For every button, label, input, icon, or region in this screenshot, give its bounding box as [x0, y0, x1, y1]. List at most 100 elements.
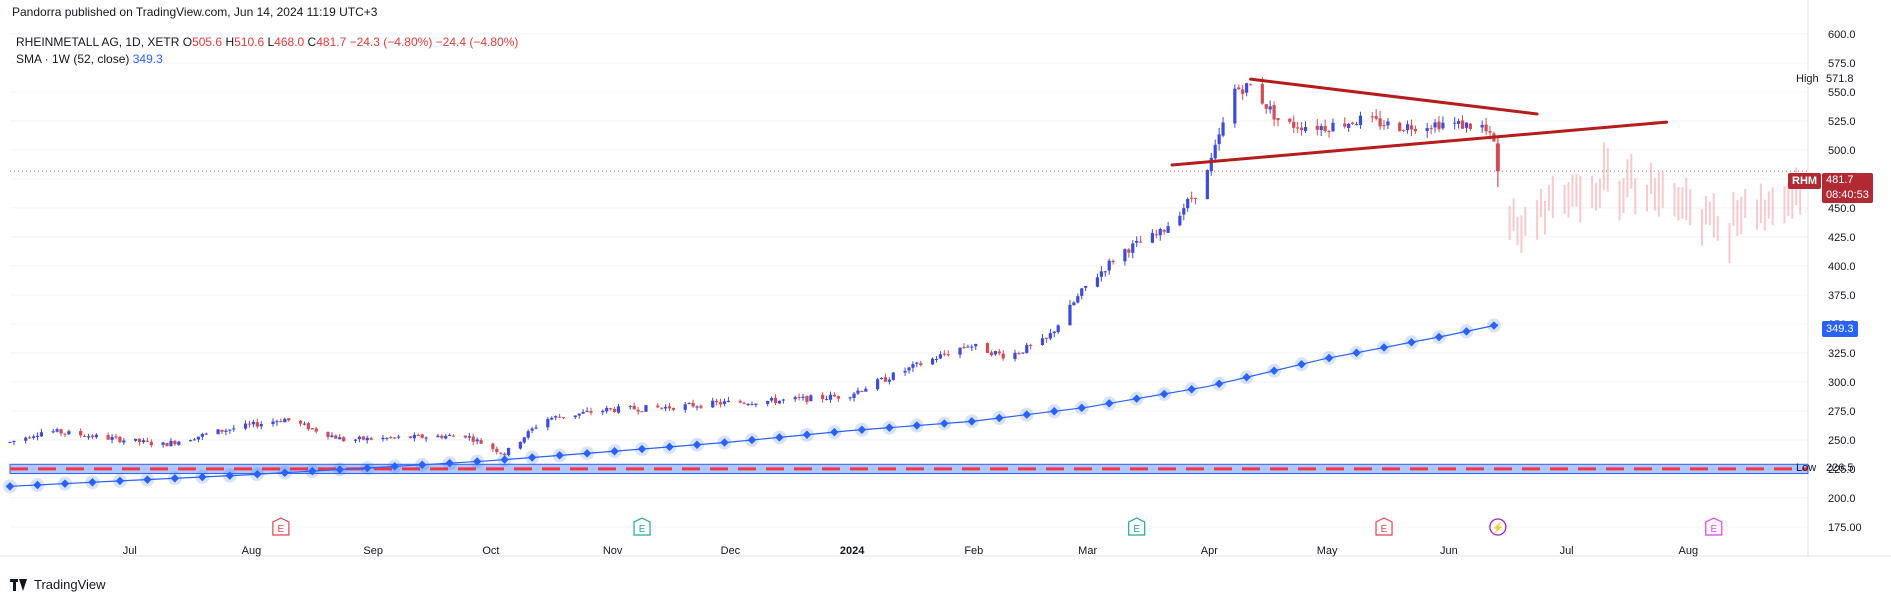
candle-body [1107, 260, 1111, 271]
event-markers: E E E E ⚡ E [272, 517, 1723, 536]
candle-body [848, 397, 852, 399]
candle-body [1331, 122, 1335, 132]
candle-body [1433, 122, 1437, 128]
candle-body [554, 416, 558, 418]
candle-body [499, 452, 503, 454]
candle-body [962, 346, 966, 348]
sma-diamond [720, 438, 729, 447]
price-tick-label: 275.0 [1828, 406, 1856, 418]
candle-body [255, 422, 259, 427]
candle-body [518, 441, 522, 449]
candle-body [357, 436, 361, 439]
sma-label[interactable]: SMA · 1W (52, close) [16, 52, 130, 66]
candle-body [1374, 116, 1378, 119]
candle-body [90, 435, 95, 438]
candle-body [628, 406, 632, 408]
time-tick-label: Feb [964, 545, 983, 557]
sma-diamond [335, 465, 345, 474]
candle-body [393, 437, 397, 439]
change-value: −24.3 (−4.80%) [349, 35, 433, 49]
candle-body [946, 354, 950, 356]
candle-body [766, 401, 770, 404]
candle-body [777, 400, 782, 404]
candle-body [1135, 240, 1139, 243]
change-value-2: −24.4 (−4.80%) [435, 35, 519, 49]
symbol-name[interactable]: RHEINMETALL AG, 1D, XETR [16, 35, 180, 49]
sma-price-tag: 349.3 [1822, 321, 1858, 337]
sma-diamond [1489, 321, 1499, 330]
footer-brand[interactable]: TradingView [10, 577, 106, 592]
candle-body [200, 433, 204, 437]
candle-body [1358, 115, 1363, 126]
earnings-event-letter: E [1133, 524, 1140, 535]
candle-body [1131, 243, 1135, 253]
candle-body [852, 393, 856, 398]
candle-body [1068, 304, 1072, 326]
candle-body [1178, 215, 1182, 226]
candle-body [883, 377, 888, 382]
candle-body [1237, 87, 1241, 90]
candle-body [1056, 325, 1060, 333]
candle-body [491, 443, 495, 449]
candle-body [1343, 123, 1347, 127]
candle-body [824, 399, 829, 401]
candle-body [836, 396, 840, 399]
candle-body [1296, 127, 1300, 129]
candle-body [699, 405, 703, 408]
sma-diamond [940, 419, 949, 428]
sma-diamond [637, 444, 647, 454]
sma-diamond [1434, 332, 1444, 342]
candle-body [636, 409, 640, 412]
candle-body [612, 408, 617, 412]
candle-body [993, 351, 997, 355]
price-tick-label: 550.0 [1828, 87, 1856, 99]
candle-body [1241, 89, 1245, 94]
candle-body [769, 398, 774, 401]
sma-diamond [1297, 360, 1306, 369]
candle-body [471, 436, 475, 442]
earnings-event-icon [633, 517, 651, 536]
candle-body [192, 439, 197, 441]
candle-body [616, 406, 621, 413]
time-tick-label: Jul [1560, 545, 1574, 557]
candle-body [385, 437, 389, 439]
price-tick-label: 600.0 [1828, 29, 1856, 41]
sma-diamond [1324, 353, 1334, 363]
candle-body [970, 346, 974, 348]
candle-body [1001, 353, 1005, 359]
sma-diamond [1132, 394, 1141, 403]
candle-body [746, 403, 750, 405]
candle-body [805, 395, 809, 402]
sma-diamond [280, 468, 290, 477]
candle-body [412, 434, 416, 439]
sma-diamond [775, 433, 784, 442]
time-tick-label: Apr [1201, 545, 1218, 557]
candle-body [1378, 118, 1382, 127]
candle-body [271, 421, 275, 425]
price-tick-label: 425.0 [1828, 232, 1856, 244]
candle-body [177, 441, 181, 445]
candle-body [1193, 197, 1198, 199]
candle-body [530, 428, 534, 431]
candle-body [903, 370, 907, 373]
candle-body [1370, 116, 1374, 118]
sma-diamond [143, 475, 152, 484]
candle-body [1464, 122, 1469, 128]
candle-body [330, 435, 334, 438]
candle-body [149, 441, 153, 446]
candle-body [671, 408, 676, 410]
sma-diamond [830, 427, 839, 437]
sma-diamond [198, 472, 207, 482]
candle-body [243, 423, 248, 429]
candle-body [444, 435, 448, 439]
time-tick-label: Mar [1078, 545, 1097, 557]
candle-body [793, 397, 797, 400]
candle-body [609, 408, 613, 410]
candle-body [1245, 83, 1249, 93]
candle-body [24, 437, 28, 441]
price-tick-label: 250.0 [1828, 435, 1856, 447]
candle-body [887, 379, 891, 382]
candle-body [640, 411, 644, 413]
candle-body [1029, 344, 1033, 346]
